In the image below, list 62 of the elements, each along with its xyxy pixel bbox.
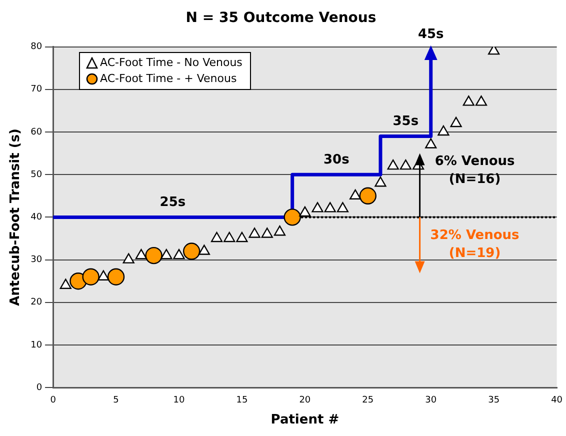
x-tick-label: 40: [551, 395, 563, 406]
point: [173, 248, 185, 260]
point: [224, 232, 236, 242]
y-tick-label: 70: [30, 84, 42, 95]
point: [312, 202, 324, 212]
point: [475, 96, 488, 106]
x-tick-label: 30: [425, 395, 437, 406]
point: [284, 208, 301, 226]
point: [450, 116, 462, 128]
y-tick-label: 30: [30, 255, 42, 266]
point: [462, 96, 474, 106]
point: [60, 278, 72, 289]
point: [98, 270, 110, 280]
point: [336, 202, 349, 212]
point: [210, 232, 223, 242]
x-tick-label: 35: [488, 395, 500, 406]
point: [122, 253, 134, 264]
point: [400, 159, 412, 170]
point: [274, 226, 286, 236]
annotation: 35s: [392, 114, 419, 130]
point: [387, 159, 399, 170]
y-axis-title: Antecub-Foot Transit (s): [8, 128, 24, 306]
point: [488, 46, 500, 55]
x-tick-label: 5: [113, 395, 119, 406]
point: [135, 248, 148, 260]
x-tick-label: 10: [173, 395, 185, 406]
point: [261, 228, 273, 238]
annotation: 6% Venous (N=16): [434, 154, 516, 188]
y-tick-label: 60: [30, 127, 42, 138]
point: [82, 268, 100, 286]
point: [374, 176, 386, 187]
y-tick-label: 0: [36, 382, 42, 393]
annotation: 25s: [160, 195, 186, 210]
legend-label: AC-Foot Time - + Venous: [100, 70, 237, 87]
x-tick-label: 0: [50, 395, 56, 406]
y-tick-label: 80: [30, 42, 42, 52]
y-tick-label: 20: [30, 298, 42, 308]
point: [160, 248, 172, 260]
chart-title: N = 35 Outcome Venous: [186, 10, 376, 26]
x-tick-label: 20: [299, 395, 311, 406]
point: [182, 242, 200, 260]
x-tick-label: 25: [362, 395, 374, 406]
x-axis-title: Patient #: [270, 412, 340, 428]
point: [324, 202, 336, 212]
point: [145, 246, 162, 264]
point: [198, 244, 210, 255]
text: 45s: [418, 27, 444, 42]
y-tick-label: 40: [30, 212, 42, 223]
point: [350, 189, 362, 200]
legend-label: AC-Foot Time - No Venous: [100, 54, 242, 71]
annotation: 30s: [323, 152, 350, 168]
point: [299, 206, 311, 217]
y-tick-label: 50: [30, 170, 42, 180]
point: [438, 125, 450, 136]
point: [107, 268, 125, 286]
point: [236, 232, 248, 242]
x-tick-label: 15: [236, 395, 248, 406]
point: [248, 228, 260, 238]
point: [425, 138, 437, 148]
annotation: 32% Venous (N=19): [430, 228, 520, 262]
y-tick-label: 10: [30, 340, 42, 350]
point: [359, 187, 376, 204]
